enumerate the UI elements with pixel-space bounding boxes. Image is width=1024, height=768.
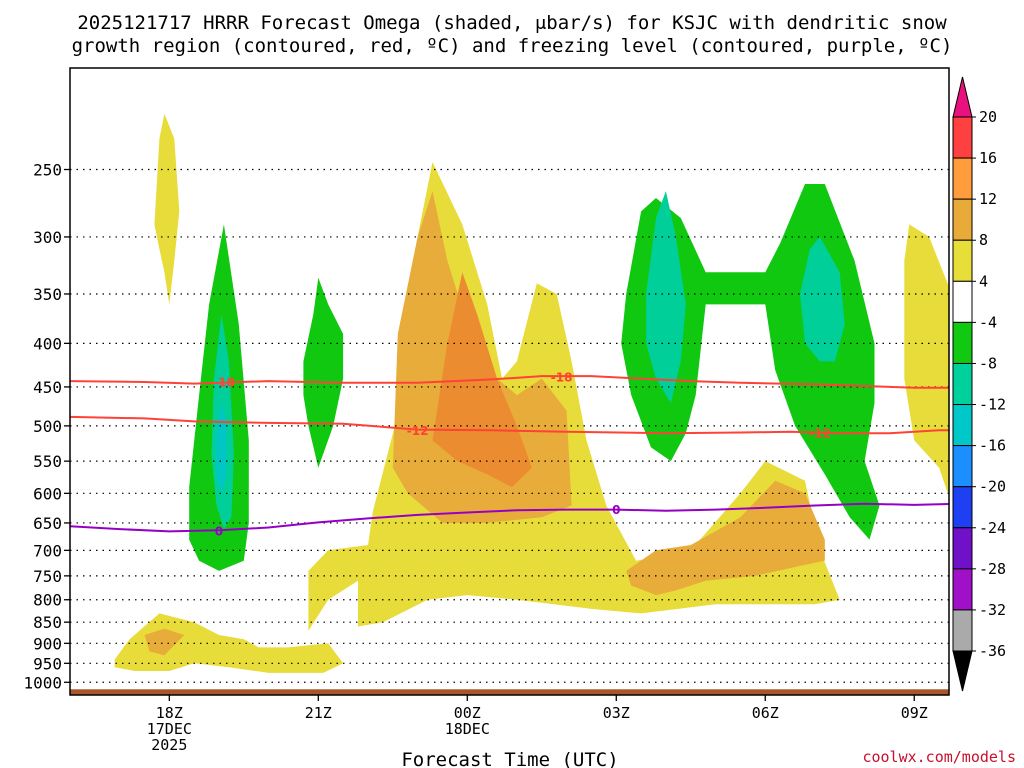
- omega-region-12: [646, 191, 686, 403]
- colorbar-band-8: [952, 445, 973, 488]
- colorbar-band-3: [952, 239, 973, 282]
- colorbar-bottom-arrow: [952, 650, 973, 692]
- omega-region-0: [114, 613, 344, 673]
- colorbar-band-2: [952, 198, 973, 241]
- colorbar-label-0: 20: [979, 108, 997, 126]
- x-tick-label-18-2: 2025: [151, 736, 187, 754]
- y-tick-label-700: 700: [33, 541, 62, 560]
- freezing-level-label-1: 0: [612, 503, 620, 517]
- plot-frame: [69, 67, 950, 696]
- colorbar-band-10: [952, 527, 973, 570]
- y-tick-label-900: 900: [33, 634, 62, 653]
- y-tick-label-250: 250: [33, 161, 62, 180]
- contour-lines: -18 -18 -12 -12 0 0: [70, 370, 949, 538]
- x-tick-label-21-0: 21Z: [305, 704, 332, 722]
- omega-region-6: [626, 480, 825, 596]
- x-tick-label-24-1: 18DEC: [445, 720, 490, 738]
- y-tick-label-500: 500: [33, 417, 62, 436]
- colorbar-band-12: [952, 609, 973, 652]
- dendritic-snow-top-label-1: -18: [551, 370, 573, 384]
- colorbar: 20 16 12 8 4 -4 -8 -12 -16 -20 -24 -28 -32 -36: [952, 76, 1006, 692]
- dendritic-snow-top-line: [70, 375, 949, 389]
- y-tick-label-550: 550: [33, 452, 62, 471]
- colorbar-top-arrow: [952, 76, 973, 118]
- y-tick-label-400: 400: [33, 334, 62, 353]
- chart-title-line1: 2025121717 HRRR Forecast Omega (shaded, …: [77, 12, 947, 34]
- colorbar-label-13: -36: [979, 642, 1006, 660]
- freezing-level-label-0: 0: [215, 524, 223, 538]
- omega-region-13: [800, 236, 845, 362]
- watermark: coolwx.com/models: [862, 748, 1016, 766]
- colorbar-label-6: -8: [979, 354, 997, 372]
- colorbar-label-8: -16: [979, 437, 1006, 455]
- y-tick-label-800: 800: [33, 591, 62, 610]
- colorbar-band-5: [952, 321, 973, 364]
- y-tick-label-850: 850: [33, 613, 62, 632]
- omega-region-14: [216, 403, 227, 494]
- y-tick-label-750: 750: [33, 567, 62, 586]
- colorbar-label-7: -12: [979, 396, 1006, 414]
- colorbar-band-4: [952, 280, 973, 323]
- colorbar-band-11: [952, 568, 973, 611]
- colorbar-label-5: -4: [979, 313, 997, 331]
- dendritic-snow-bottom-line: [70, 415, 949, 435]
- colorbar-label-1: 16: [979, 149, 997, 167]
- x-tick-label-18-1: 17DEC: [147, 720, 192, 738]
- colorbar-label-11: -28: [979, 560, 1006, 578]
- x-tick-label-27-0: 03Z: [603, 704, 630, 722]
- colorbar-band-1: [952, 157, 973, 200]
- colorbar-label-3: 8: [979, 231, 988, 249]
- colorbar-label-10: -24: [979, 519, 1006, 537]
- ground-strip: [70, 689, 949, 695]
- colorbar-band-7: [952, 404, 973, 447]
- colorbar-label-2: 12: [979, 190, 997, 208]
- y-axis: 250 300 350 400 450 500 550 600 650 700 750 800 850 9…: [23, 161, 70, 692]
- dendritic-snow-bottom-label-1: -12: [809, 427, 831, 441]
- x-tick-label-30-0: 06Z: [752, 704, 779, 722]
- colorbar-label-12: -32: [979, 601, 1006, 619]
- colorbar-label-9: -20: [979, 478, 1006, 496]
- x-tick-label-33-0: 09Z: [901, 704, 928, 722]
- ground-fill: [70, 689, 949, 695]
- x-axis-label: Forecast Time (UTC): [401, 749, 618, 768]
- omega-shading: [114, 113, 949, 673]
- freezing-level-line: [70, 502, 949, 533]
- dendritic-snow-top-label-0: -18: [213, 375, 235, 389]
- x-tick-label-18-0: 18Z: [156, 704, 183, 722]
- chart-title-line2: growth region (contoured, red, ºC) and f…: [72, 35, 953, 57]
- y-tick-label-1000: 1000: [23, 673, 62, 692]
- omega-region-9: [303, 277, 344, 468]
- y-tick-label-650: 650: [33, 514, 62, 533]
- colorbar-band-9: [952, 486, 973, 529]
- y-tick-label-950: 950: [33, 654, 62, 673]
- y-tick-label-350: 350: [33, 285, 62, 304]
- y-tick-label-300: 300: [33, 228, 62, 247]
- omega-region-3: [904, 224, 949, 497]
- y-tick-label-600: 600: [33, 484, 62, 503]
- x-tick-label-24-0: 00Z: [454, 704, 481, 722]
- colorbar-band-6: [952, 362, 973, 406]
- colorbar-band-0: [952, 116, 973, 159]
- colorbar-label-4: 4: [979, 272, 988, 290]
- omega-region-1: [154, 113, 180, 305]
- dendritic-snow-bottom-label-0: -12: [407, 424, 429, 438]
- y-tick-label-450: 450: [33, 378, 62, 397]
- omega-region-4: [144, 628, 185, 656]
